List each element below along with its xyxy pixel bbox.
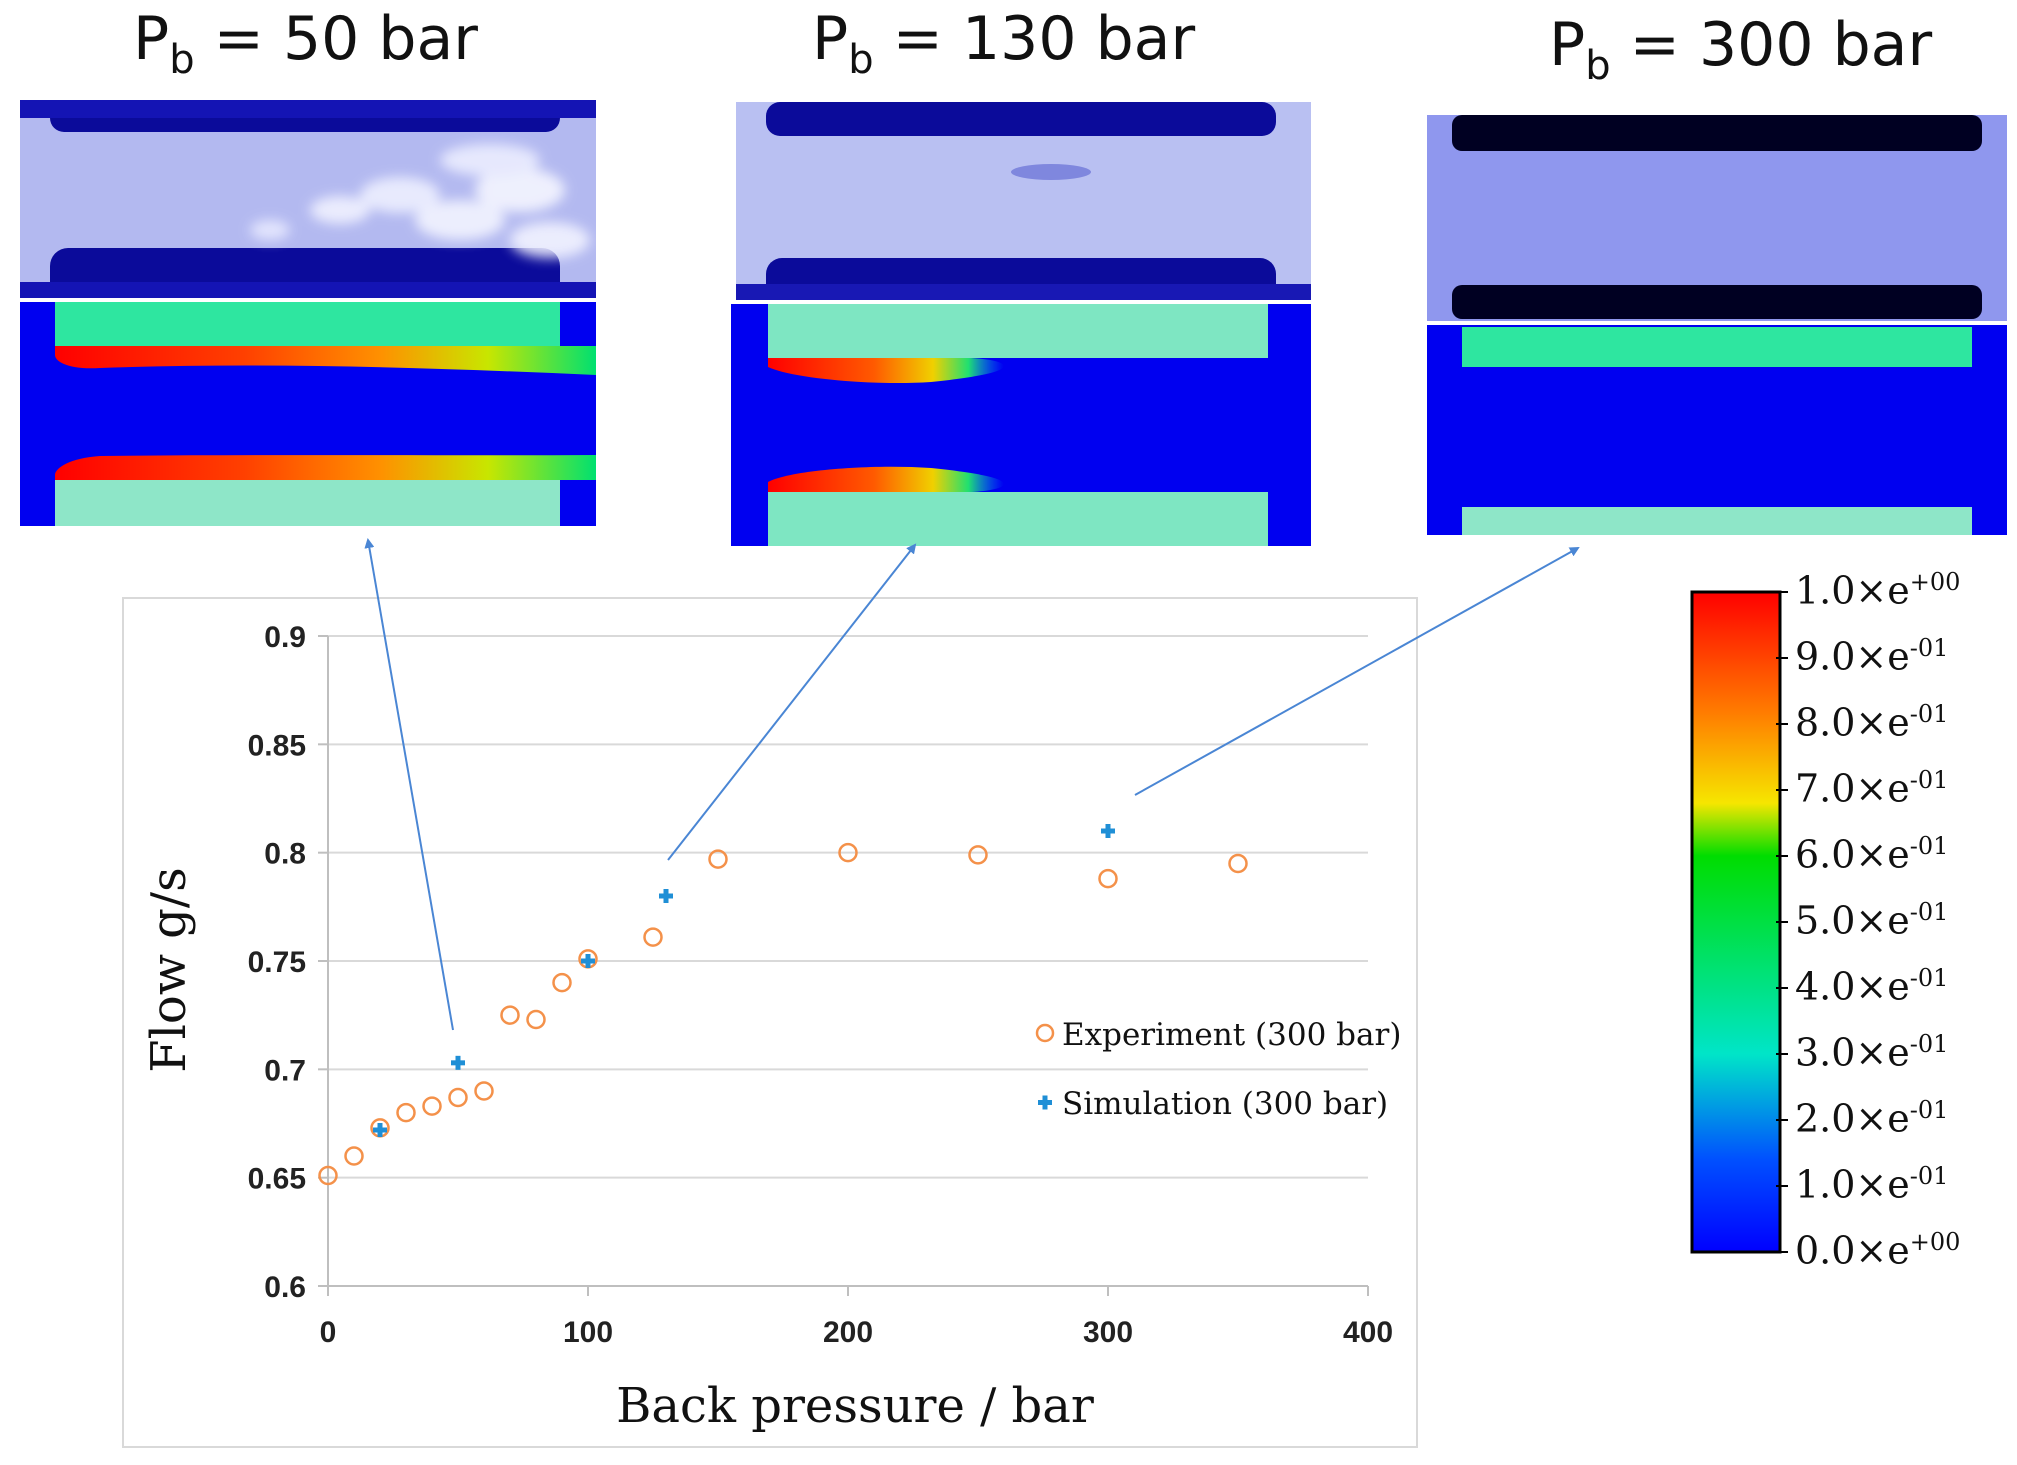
y-axis-label: Flow g/s xyxy=(141,867,197,1072)
callout-arrow xyxy=(667,543,917,861)
panel-130-bar xyxy=(731,102,1311,546)
nozzle-wall-bottom-300 xyxy=(1452,285,1982,319)
y-tick-label: 0.8 xyxy=(264,838,306,871)
experiment-point xyxy=(526,1009,546,1030)
panel-300-images xyxy=(1427,115,2007,535)
data-points xyxy=(318,824,1248,1186)
colorbar-label: 6.0×e-01 xyxy=(1795,832,1949,877)
panel-50-bar xyxy=(20,100,596,526)
experiment-point xyxy=(474,1081,494,1101)
y-tick-label: 0.65 xyxy=(248,1163,306,1196)
x-tick-labels: 0 100 200 300 400 xyxy=(320,1316,1393,1349)
panel-title-50: Pb = 50 bar xyxy=(133,4,478,83)
x-tick-label: 100 xyxy=(563,1316,613,1349)
experiment-point xyxy=(708,849,728,869)
legend-marker-experiment xyxy=(1035,1023,1055,1043)
legend-label-simulation: Simulation (300 bar) xyxy=(1062,1086,1388,1122)
simulation-point xyxy=(373,1123,387,1137)
colorbar-label: 3.0×e-01 xyxy=(1795,1030,1949,1075)
colorbar-label: 9.0×e-01 xyxy=(1795,634,1949,679)
nozzle-wall-top-300 xyxy=(1452,115,1982,151)
panel-130-images xyxy=(731,102,1311,546)
experiment-point xyxy=(344,1146,364,1166)
experiment-point xyxy=(552,972,572,993)
colorbar-label: 8.0×e-01 xyxy=(1795,700,1949,745)
experiment-point xyxy=(396,1102,416,1123)
colorbar-label: 7.0×e-01 xyxy=(1795,766,1949,811)
colorbar-label: 0.0×e+00 xyxy=(1795,1228,1961,1273)
legend: Experiment (300 bar) Simulation (300 bar… xyxy=(1035,1017,1401,1122)
simulation-point xyxy=(659,889,673,903)
y-tick-label: 0.85 xyxy=(248,729,306,762)
x-axis-label: Back pressure / bar xyxy=(616,1378,1094,1434)
x-tick-label: 0 xyxy=(320,1316,337,1349)
colorbar-label: 4.0×e-01 xyxy=(1795,964,1949,1009)
y-tick-label: 0.7 xyxy=(264,1054,306,1087)
panel-title-300: Pb = 300 bar xyxy=(1549,10,1933,89)
colorbar-ticks xyxy=(1776,591,1788,1253)
panel-title-130: Pb = 130 bar xyxy=(812,4,1196,83)
simulation-point xyxy=(451,1055,465,1070)
experiment-point xyxy=(500,1005,520,1025)
colorbar-label: 5.0×e-01 xyxy=(1795,898,1949,943)
experiment-point xyxy=(968,845,988,865)
x-tick-label: 300 xyxy=(1083,1316,1133,1349)
experiment-point xyxy=(318,1165,338,1186)
nozzle-wall-top-130 xyxy=(766,102,1276,136)
callout-arrow xyxy=(1134,547,1580,796)
legend-marker-simulation xyxy=(1038,1095,1052,1110)
experiment-point xyxy=(838,842,858,863)
experiment-point xyxy=(1228,853,1248,874)
colorbar xyxy=(1690,590,1790,1264)
colorbar-gradient xyxy=(1690,590,1782,1254)
y-tick-label: 0.9 xyxy=(264,621,306,654)
axes xyxy=(318,635,1369,1296)
simulation-point xyxy=(581,954,595,968)
simulation-point xyxy=(1101,824,1115,838)
grid-lines xyxy=(328,635,1368,1179)
colorbar-label: 1.0×e+00 xyxy=(1795,568,1961,613)
experiment-point xyxy=(448,1087,468,1108)
callout-arrow xyxy=(364,538,454,1031)
experiment-point xyxy=(643,927,663,947)
x-tick-label: 400 xyxy=(1343,1316,1393,1349)
experiment-point xyxy=(1098,868,1118,889)
legend-label-experiment: Experiment (300 bar) xyxy=(1062,1017,1401,1053)
colorbar-label: 1.0×e-01 xyxy=(1795,1162,1949,1207)
callout-arrows xyxy=(364,538,1580,1031)
panel-300-bar xyxy=(1427,115,2007,535)
colorbar-label: 2.0×e-01 xyxy=(1795,1096,1949,1141)
y-tick-labels: 0.6 0.65 0.7 0.75 0.8 0.85 0.9 xyxy=(248,621,306,1304)
y-tick-label: 0.6 xyxy=(264,1271,306,1304)
experiment-point xyxy=(422,1096,442,1116)
y-tick-label: 0.75 xyxy=(248,946,306,979)
chart-frame xyxy=(122,597,1418,1448)
x-tick-label: 200 xyxy=(823,1316,873,1349)
panel-50-images xyxy=(20,100,596,526)
